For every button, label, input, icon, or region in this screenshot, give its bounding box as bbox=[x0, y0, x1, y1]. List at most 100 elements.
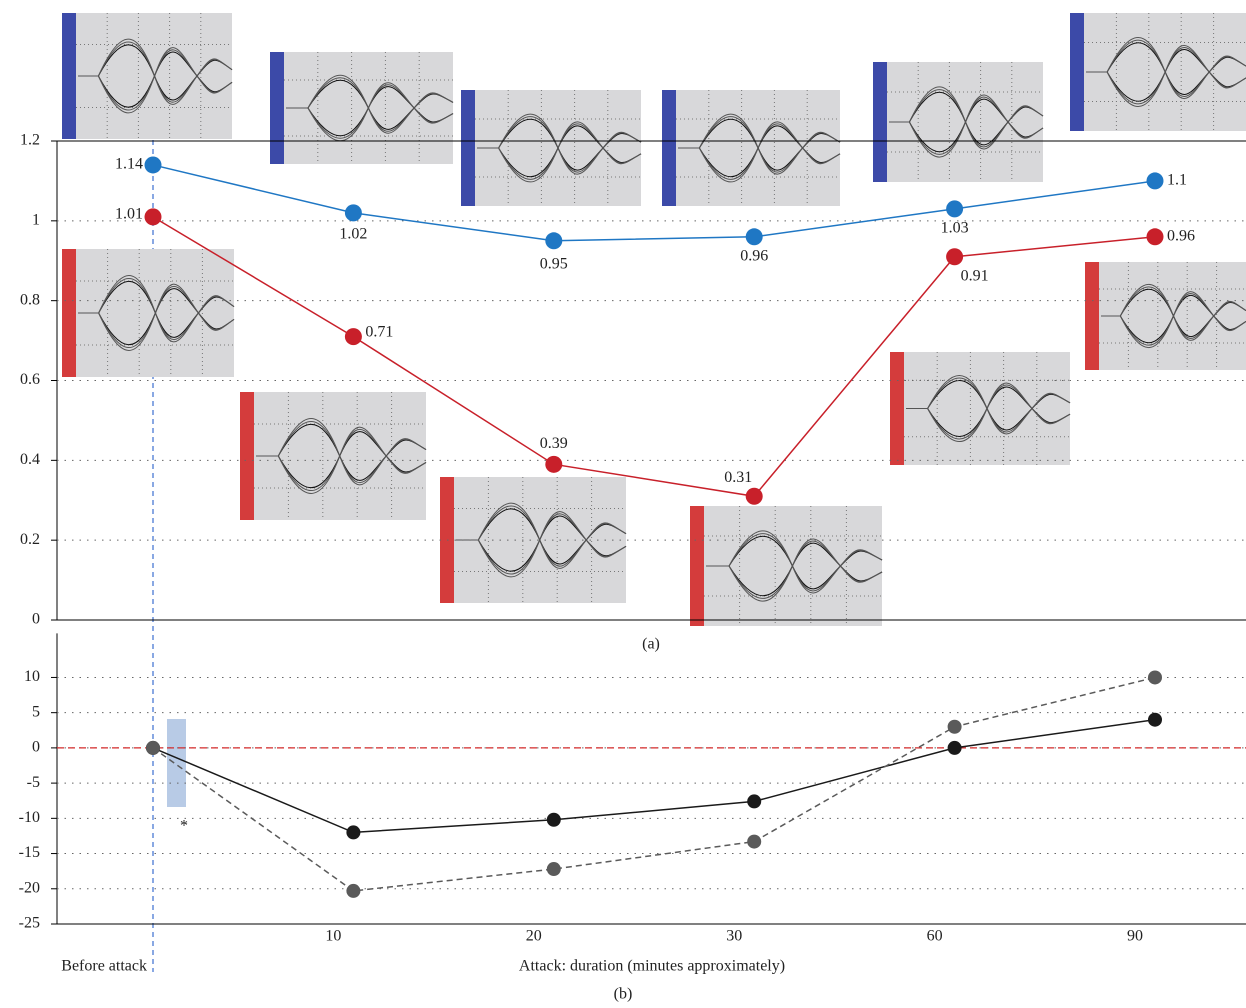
x-tick-label: 20 bbox=[526, 928, 542, 945]
y-tick-label: 0.4 bbox=[20, 451, 40, 468]
data-point bbox=[344, 204, 362, 222]
y-tick-label: -20 bbox=[19, 879, 40, 896]
data-point bbox=[146, 740, 160, 755]
thumb-wave bbox=[78, 283, 235, 351]
thumb-wave bbox=[477, 116, 642, 173]
thumb-wave bbox=[78, 41, 233, 103]
data-point bbox=[545, 232, 563, 250]
thumb-wave bbox=[1101, 294, 1246, 344]
thumb-wave bbox=[1086, 39, 1246, 97]
thumb-wave bbox=[78, 288, 235, 345]
y-tick-label: 10 bbox=[24, 668, 40, 685]
thumb-wave bbox=[256, 418, 427, 486]
waveform-thumbnail bbox=[62, 13, 233, 139]
value-label: 1.01 bbox=[115, 206, 143, 223]
thumb-wave bbox=[1101, 284, 1246, 341]
x-tick-label: Before attack bbox=[61, 958, 147, 975]
thumb-wave bbox=[889, 94, 1044, 158]
thumb-wave bbox=[706, 530, 883, 594]
thumb-wave bbox=[256, 421, 427, 483]
thumb-wave bbox=[78, 49, 233, 111]
thumb-strip bbox=[461, 90, 475, 206]
thumb-strip bbox=[62, 13, 76, 139]
waveform-thumbnail bbox=[1070, 13, 1246, 131]
thumb-wave bbox=[906, 380, 1071, 431]
thumb-wave bbox=[78, 51, 233, 108]
value-label: 0.96 bbox=[1167, 227, 1195, 244]
data-point bbox=[745, 228, 763, 246]
y-tick-label: 0 bbox=[32, 611, 40, 628]
y-tick-label: 1.2 bbox=[20, 132, 40, 149]
thumb-strip bbox=[1085, 262, 1099, 370]
thumb-strip bbox=[62, 249, 76, 377]
thumb-wave bbox=[906, 386, 1071, 437]
thumb-wave bbox=[706, 536, 883, 590]
thumb-wave bbox=[706, 540, 883, 599]
thumb-wave bbox=[477, 119, 642, 171]
thumb-wave bbox=[286, 86, 454, 136]
data-point bbox=[1148, 670, 1162, 685]
thumb-strip bbox=[662, 90, 676, 206]
series-line bbox=[152, 676, 1156, 892]
thumb-wave bbox=[889, 98, 1044, 152]
thumb-wave bbox=[286, 77, 454, 132]
y-tick-label: -5 bbox=[27, 774, 40, 791]
thumb-wave bbox=[78, 281, 235, 338]
data-point bbox=[144, 156, 162, 174]
thumb-wave bbox=[889, 86, 1044, 150]
thumb-wave bbox=[1086, 37, 1246, 99]
thumb-wave bbox=[477, 121, 642, 183]
thumb-strip bbox=[890, 352, 904, 465]
thumb-wave bbox=[906, 382, 1071, 442]
thumb-wave bbox=[889, 89, 1044, 148]
thumb-wave bbox=[286, 75, 454, 134]
thumb-wave bbox=[78, 44, 233, 101]
series-line bbox=[152, 216, 1156, 498]
data-point bbox=[346, 883, 361, 898]
thumb-wave bbox=[678, 123, 841, 180]
thumb-wave bbox=[78, 275, 235, 343]
y-tick-label: 0.2 bbox=[20, 531, 40, 548]
thumb-wave bbox=[286, 80, 454, 130]
thumb-wave bbox=[78, 278, 235, 340]
y-tick-label: 1 bbox=[32, 212, 40, 229]
x-tick-label: 90 bbox=[1127, 928, 1143, 945]
value-label: 0.31 bbox=[724, 469, 752, 486]
thumb-wave bbox=[78, 38, 233, 105]
thumb-wave bbox=[678, 125, 841, 177]
x-tick-label: 10 bbox=[325, 928, 341, 945]
thumb-wave bbox=[706, 542, 883, 596]
y-tick-label: -15 bbox=[19, 844, 40, 861]
thumb-wave bbox=[678, 121, 841, 183]
data-point bbox=[546, 862, 561, 877]
thumb-wave bbox=[456, 511, 627, 578]
thumb-wave bbox=[456, 502, 627, 569]
value-label: 1.02 bbox=[339, 226, 367, 243]
thumb-strip bbox=[873, 62, 887, 182]
y-tick-label: 0 bbox=[32, 739, 40, 756]
data-point bbox=[344, 328, 362, 346]
waveform-thumbnail bbox=[1085, 262, 1246, 370]
thumb-wave bbox=[477, 125, 642, 177]
thumbnails bbox=[62, 13, 1246, 626]
waveform-thumbnail bbox=[690, 506, 883, 626]
data-point bbox=[546, 812, 561, 827]
value-label: 1.1 bbox=[1167, 172, 1187, 189]
thumb-wave bbox=[1086, 47, 1246, 105]
data-point bbox=[747, 834, 762, 849]
thumb-wave bbox=[889, 92, 1044, 146]
data-point bbox=[946, 200, 964, 218]
thumb-wave bbox=[678, 113, 841, 175]
thumb-strip bbox=[240, 392, 254, 520]
thumb-wave bbox=[477, 123, 642, 180]
waveform-thumbnail bbox=[240, 392, 427, 520]
thumb-wave bbox=[706, 533, 883, 592]
thumb-wave bbox=[906, 384, 1071, 440]
y-tick-label: 5 bbox=[32, 703, 40, 720]
thumb-strip bbox=[270, 52, 284, 164]
data-point bbox=[745, 487, 763, 505]
data-point bbox=[144, 208, 162, 226]
panel-label: (a) bbox=[642, 636, 660, 653]
thumb-wave bbox=[256, 424, 427, 481]
